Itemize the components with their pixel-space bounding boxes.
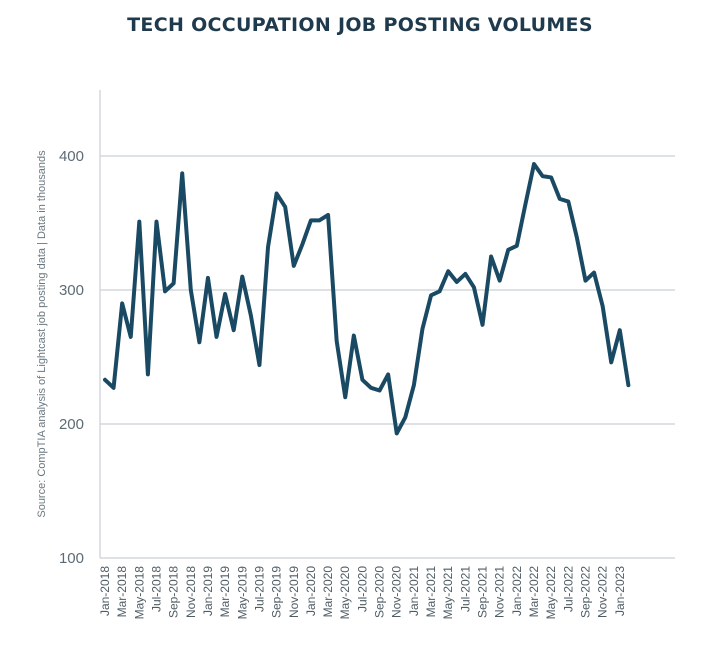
y-tick-label: 100 (59, 550, 84, 567)
x-tick-label: Jan-2022 (510, 566, 524, 616)
x-tick-label: May-2021 (441, 566, 455, 620)
x-tick-label: Mar-2022 (527, 566, 541, 618)
x-tick-label: Jan-2019 (201, 566, 215, 616)
x-tick-label: May-2022 (544, 566, 558, 620)
y-tick-label: 200 (59, 416, 84, 433)
x-tick-label: Jan-2018 (98, 566, 112, 616)
x-tick-label: Jul-2020 (355, 566, 369, 612)
x-tick-label: Sep-2018 (167, 566, 181, 618)
x-tick-label: Jan-2021 (407, 566, 421, 616)
x-tick-label: May-2019 (235, 566, 249, 620)
x-tick-label: Nov-2020 (390, 566, 404, 618)
y-tick-label: 400 (59, 148, 84, 165)
x-tick-label: Jan-2023 (613, 566, 627, 616)
chart-title: TECH OCCUPATION JOB POSTING VOLUMES (127, 14, 593, 36)
x-tick-label: Mar-2020 (321, 566, 335, 618)
x-tick-label: Jan-2020 (304, 566, 318, 616)
x-tick-label: Sep-2022 (578, 566, 592, 618)
x-tick-label: Nov-2022 (596, 566, 610, 618)
x-tick-label: Jul-2018 (149, 566, 163, 612)
x-tick-label: Mar-2018 (115, 566, 129, 618)
x-tick-labels: Jan-2018 Mar-2018 May-2018 Jul-2018 Sep-2018… (98, 566, 627, 620)
x-tick-label: Nov-2021 (493, 566, 507, 618)
x-tick-label: Nov-2019 (287, 566, 301, 618)
data-points (103, 162, 630, 435)
series-line (103, 162, 631, 436)
x-tick-label: Mar-2019 (218, 566, 232, 618)
x-tick-label: Sep-2020 (373, 566, 387, 618)
x-tick-label: Mar-2021 (424, 566, 438, 618)
x-tick-label: Jul-2021 (458, 566, 472, 612)
y-tick-labels: 100 200 300 400 (59, 148, 84, 567)
x-tick-label: Sep-2021 (476, 566, 490, 618)
x-tick-label: May-2020 (338, 566, 352, 620)
gridlines (100, 155, 675, 559)
x-tick-label: Jul-2019 (252, 566, 266, 612)
x-tick-label: Sep-2019 (270, 566, 284, 618)
y-axis-label: Source: CompTIA analysis of Lightcast jo… (36, 150, 48, 518)
x-tick-label: Nov-2018 (184, 566, 198, 618)
x-tick-label: May-2018 (132, 566, 146, 620)
y-tick-label: 300 (59, 282, 84, 299)
x-tick-label: Jul-2022 (561, 566, 575, 612)
